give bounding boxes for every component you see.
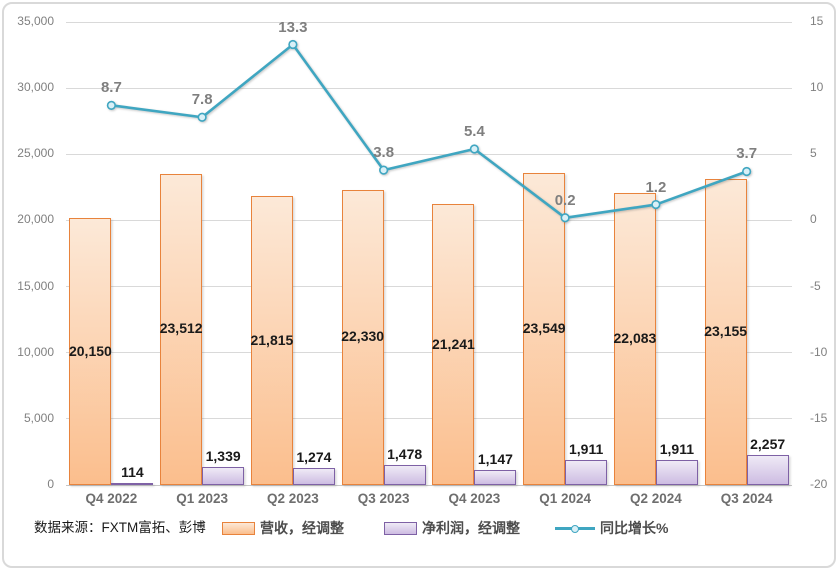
x-category-label: Q4 2023	[448, 491, 501, 506]
right-percent-axis: -20 -15 -10 -5 0 5 10 15	[800, 14, 834, 491]
x-category-label: Q2 2024	[629, 491, 682, 506]
y-left-tick-label: 5,000	[23, 410, 54, 425]
yoy-growth-point-label: 13.3	[278, 18, 308, 36]
yoy-growth-point-label: 8.7	[100, 79, 122, 97]
y-left-tick-label: 15,000	[17, 278, 54, 293]
yoy-growth-point-label: 0.2	[554, 191, 576, 209]
yoy-growth-point-label: 7.8	[191, 91, 213, 109]
gridline	[66, 87, 792, 89]
net-profit-bar[interactable]	[655, 459, 698, 485]
yoy-growth-polyline[interactable]	[111, 43, 748, 220]
legend-item-net-profit[interactable]: 净利润，经调整	[384, 518, 520, 538]
net-profit-bar[interactable]	[111, 483, 154, 485]
net-profit-bar-label: 1,274	[296, 449, 332, 466]
gridline	[66, 286, 792, 288]
revenue-swatch-icon	[222, 521, 255, 535]
revenue-bar-label: 22,330	[341, 328, 385, 345]
yoy-growth-marker[interactable]	[197, 112, 207, 122]
net-profit-bar-label: 2,257	[750, 436, 786, 453]
yoy-growth-marker[interactable]	[288, 39, 298, 50]
yoy-growth-marker[interactable]	[651, 199, 661, 210]
y-right-tick-label: -20	[810, 477, 828, 491]
left-value-axis: 0 5,000 10,000 15,000 20,000 25,000 30,000 35,0…	[4, 14, 60, 491]
gridline	[66, 153, 792, 155]
revenue-bar-label: 21,815	[250, 331, 294, 348]
net-profit-bar-label: 1,911	[659, 440, 695, 457]
net-profit-bar[interactable]	[292, 468, 335, 485]
net-profit-bar[interactable]	[565, 459, 608, 485]
revenue-bar[interactable]	[432, 204, 475, 485]
legend-item-revenue[interactable]: 营收，经调整	[222, 518, 344, 538]
yoy-growth-point-label: 5.4	[463, 122, 485, 140]
net-profit-bar-label: 1,147	[477, 450, 513, 467]
yoy-growth-line	[106, 39, 752, 223]
y-left-tick-label: 25,000	[17, 146, 54, 161]
net-profit-bar-label: 1,339	[205, 448, 241, 465]
legend-label: 净利润，经调整	[422, 520, 520, 536]
revenue-bar[interactable]	[341, 189, 384, 485]
yoy-growth-point-label: 3.7	[736, 145, 758, 163]
x-category-label: Q2 2023	[266, 491, 319, 506]
net-profit-bar[interactable]	[383, 465, 426, 485]
y-right-tick-label: 15	[810, 14, 824, 28]
legend: 营收，经调整 净利润，经调整 同比增长%	[4, 516, 834, 538]
y-left-tick-label: 10,000	[17, 344, 54, 359]
legend-label: 营收，经调整	[260, 520, 344, 536]
y-right-tick-label: 10	[810, 80, 824, 95]
y-left-tick-label: 30,000	[17, 80, 54, 95]
yoy-growth-line-swatch-icon	[555, 523, 595, 533]
x-category-label: Q3 2024	[720, 491, 773, 506]
y-left-tick-label: 0	[47, 477, 54, 491]
revenue-bar-label: 23,549	[522, 320, 566, 337]
gridline	[66, 21, 792, 23]
yoy-growth-marker[interactable]	[560, 213, 570, 223]
y-left-tick-label: 20,000	[17, 212, 54, 227]
legend-item-yoy-growth[interactable]: 同比增长%	[555, 518, 668, 538]
plot-area: 20,150 23,512 21,815 22,330 21,241 23,549 22,0…	[66, 18, 792, 486]
revenue-bar[interactable]	[69, 218, 112, 485]
revenue-bar[interactable]	[523, 173, 566, 485]
net-profit-bar-label: 1,911	[569, 440, 604, 457]
revenue-bar-label: 23,512	[159, 320, 203, 337]
x-category-label: Q1 2023	[176, 491, 229, 506]
gridline	[66, 219, 792, 221]
yoy-growth-marker[interactable]	[379, 165, 389, 175]
yoy-growth-point-label: 1.2	[645, 178, 667, 196]
yoy-growth-marker[interactable]	[742, 166, 752, 177]
yoy-growth-marker[interactable]	[106, 100, 116, 110]
net-profit-swatch-icon	[384, 521, 417, 535]
net-profit-bar-label: 1,478	[387, 446, 423, 463]
x-category-label: Q1 2024	[539, 491, 592, 506]
y-left-tick-label: 35,000	[17, 14, 54, 28]
revenue-bar[interactable]	[160, 173, 203, 485]
revenue-bar[interactable]	[613, 192, 656, 485]
y-right-tick-label: -10	[810, 344, 828, 359]
net-profit-bar[interactable]	[474, 469, 517, 485]
revenue-bar-label: 20,150	[68, 342, 112, 359]
gridline	[66, 485, 792, 486]
net-profit-bar-label: 114	[121, 464, 144, 481]
y-right-tick-label: -15	[810, 410, 828, 425]
gridline	[66, 352, 792, 354]
x-category-label: Q4 2022	[85, 491, 138, 506]
net-profit-bar[interactable]	[746, 455, 789, 485]
y-right-tick-label: -5	[810, 278, 821, 293]
revenue-bar-label: 23,155	[704, 322, 748, 339]
revenue-bar[interactable]	[704, 178, 747, 485]
category-axis: Q4 2022 Q1 2023 Q2 2023 Q3 2023 Q4 2023 Q1 20…	[66, 491, 792, 509]
revenue-bar[interactable]	[250, 196, 293, 485]
legend-label: 同比增长%	[600, 520, 669, 536]
y-right-tick-label: 5	[810, 146, 817, 161]
y-right-tick-label: 0	[810, 212, 817, 227]
yoy-growth-point-label: 3.8	[373, 144, 395, 162]
x-category-label: Q3 2023	[357, 491, 410, 506]
revenue-bar-label: 21,241	[431, 335, 475, 352]
yoy-growth-marker[interactable]	[469, 144, 479, 154]
revenue-bar-label: 22,083	[613, 329, 657, 346]
source-note: 数据来源：FXTM富拓、彭博	[34, 520, 206, 535]
net-profit-bar[interactable]	[202, 467, 245, 485]
gridline	[66, 418, 792, 420]
